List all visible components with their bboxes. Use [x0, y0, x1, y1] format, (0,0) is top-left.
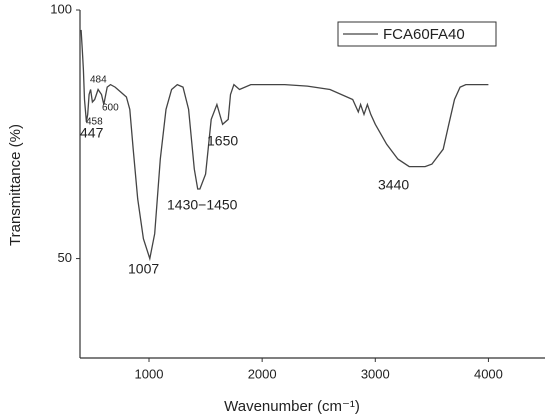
peak-annotation: 1430−1450 — [167, 197, 238, 213]
peak-annotation: 447 — [80, 125, 104, 141]
peak-annotation: 458 — [86, 117, 103, 128]
legend-label: FCA60FA40 — [383, 26, 465, 43]
y-tick-label: 100 — [50, 1, 72, 16]
peak-annotation: 3440 — [378, 177, 409, 193]
peak-annotation: 484 — [90, 75, 107, 86]
x-tick-label: 2000 — [248, 366, 277, 381]
peak-annotation: 1650 — [207, 133, 238, 149]
x-tick-label: 3000 — [361, 366, 390, 381]
x-axis-title: Wavenumber (cm⁻¹) — [224, 398, 360, 415]
peak-annotation: 1007 — [128, 261, 159, 277]
y-axis-title: Transmittance (%) — [7, 124, 24, 246]
peak-annotation: 600 — [102, 103, 119, 114]
x-tick-label: 4000 — [474, 366, 503, 381]
y-tick-label: 50 — [58, 250, 72, 265]
spectrum-line — [80, 29, 489, 262]
x-tick-label: 1000 — [135, 366, 164, 381]
